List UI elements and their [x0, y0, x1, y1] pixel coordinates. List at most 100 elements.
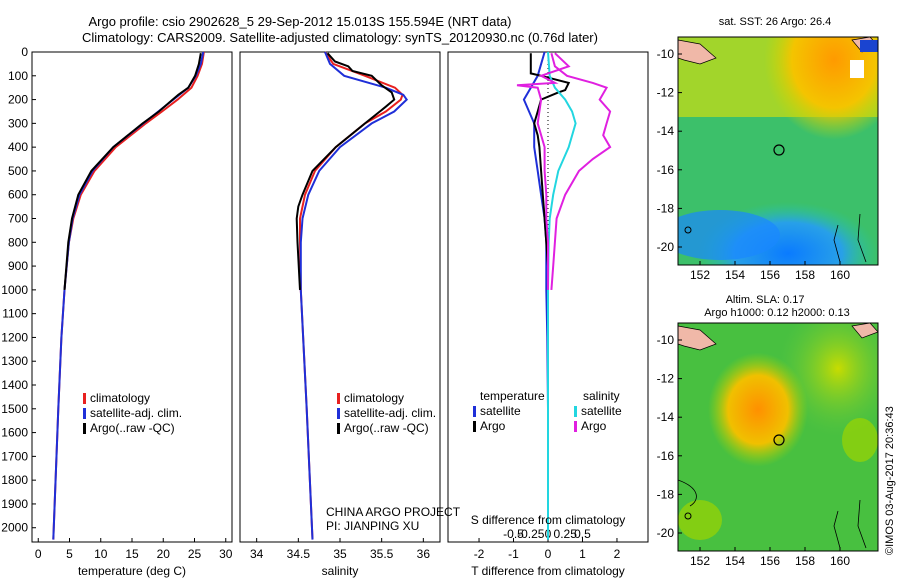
sst-contour	[833, 213, 867, 263]
diff-legend-swatch-t-satellite	[473, 406, 476, 417]
sla-map-frame	[677, 322, 879, 552]
x-tick-label: 25	[188, 547, 202, 561]
map-x-tick-label: 158	[795, 554, 815, 568]
sal-legend-label-satellite: satellite-adj. clim.	[344, 406, 436, 420]
map-x-tick-label: 154	[725, 554, 745, 568]
s-diff-tick-label: -0.5	[503, 527, 524, 541]
x-tick-label: 35	[333, 547, 347, 561]
depth-tick-label: 1500	[1, 402, 28, 416]
legend-swatch-argo	[83, 423, 86, 434]
x-tick-label: -2	[474, 547, 485, 561]
map-x-tick-label: 158	[795, 268, 815, 282]
map-y-tick-label: -10	[657, 333, 675, 347]
x-tick-label: 10	[94, 547, 108, 561]
sst-cloud-gap	[850, 60, 864, 78]
sla-map-title1: Altim. SLA: 0.17	[726, 294, 805, 306]
s-difference-label: S difference from climatology	[471, 513, 626, 527]
map-y-tick-label: -18	[657, 201, 675, 215]
sla-contour	[678, 479, 867, 549]
salinity-xlabel: salinity	[322, 564, 359, 578]
depth-tick-label: 300	[8, 116, 28, 130]
sst-map: sat. SST: 26 Argo: 26.4 152 154 156 158 160 -…	[657, 16, 879, 282]
x-tick-label: 30	[219, 547, 233, 561]
salinity-panel: 34 34.5 35 35.5 36 salinity climatology sate…	[239, 51, 461, 578]
map-x-tick-label: 152	[690, 268, 710, 282]
x-tick-label: 15	[125, 547, 139, 561]
sst-map-frame	[677, 36, 879, 266]
series-line-s-argo-diff	[516, 52, 571, 290]
map-y-tick-label: -12	[657, 86, 675, 100]
map-y-tick-label: -20	[657, 526, 675, 540]
sst-blue-corner	[860, 40, 878, 52]
sal-legend-swatch-satellite	[337, 408, 340, 419]
x-tick-label: 5	[66, 547, 73, 561]
x-tick-label: -1	[508, 547, 519, 561]
sla-blob-e	[842, 418, 878, 462]
x-tick-label: 36	[417, 547, 431, 561]
depth-tick-label: 1300	[1, 354, 28, 368]
depth-tick-label: 900	[8, 259, 28, 273]
legend-swatch-climatology	[83, 393, 86, 404]
depth-tick-label: 800	[8, 235, 28, 249]
depth-tick-label: 1900	[1, 497, 28, 511]
series-line-satellite-adj-clim-	[299, 51, 409, 540]
diff-legend-s-satellite: satellite	[581, 404, 622, 418]
map-x-tick-label: 154	[725, 268, 745, 282]
series-line-climatology	[52, 51, 205, 540]
diff-legend-t-satellite: satellite	[480, 404, 521, 418]
diff-legend-swatch-t-argo	[473, 421, 476, 432]
sst-cool-blob	[678, 210, 780, 260]
temperature-legend: climatology satellite-adj. clim. Argo(..…	[83, 391, 182, 435]
sla-island-ne	[851, 323, 878, 339]
project-name: CHINA ARGO PROJECT	[326, 505, 461, 519]
depth-tick-label: 1400	[1, 378, 28, 392]
map-y-tick-label: -14	[657, 410, 675, 424]
temperature-axes-frame	[31, 51, 233, 543]
depth-tick-label: 0	[21, 45, 28, 59]
map-x-tick-label: 156	[760, 554, 780, 568]
temperature-xlabel: temperature (deg C)	[78, 564, 186, 578]
map-y-tick-label: -18	[657, 487, 675, 501]
x-tick-label: 2	[614, 547, 621, 561]
map-x-tick-label: 152	[690, 554, 710, 568]
imos-stamp: ©IMOS 03-Aug-2017 20:36:43	[884, 406, 896, 555]
salinity-legend: climatology satellite-adj. clim. Argo(..…	[337, 391, 436, 435]
sal-legend-label-argo: Argo(..raw -QC)	[344, 421, 429, 435]
legend-swatch-satellite	[83, 408, 86, 419]
map-y-tick-label: -20	[657, 240, 675, 254]
x-tick-label: 0	[545, 547, 552, 561]
series-line-t-satellite	[522, 51, 549, 540]
figure-title-line2: Climatology: CARS2009. Satellite-adjuste…	[82, 30, 598, 45]
series-line-climatology	[299, 51, 404, 540]
sla-argo-location-marker	[773, 434, 785, 446]
legend-header-temperature: temperature	[480, 389, 545, 403]
sst-contour-dot	[684, 226, 692, 234]
map-x-tick-label: 160	[830, 268, 850, 282]
series-line-argo-raw-qc-	[295, 52, 396, 290]
series-line-t-argo	[529, 53, 571, 290]
project-pi: PI: JIANPING XU	[326, 519, 419, 533]
depth-tick-label: 1000	[1, 283, 28, 297]
diff-legend-t-argo: Argo	[480, 419, 506, 433]
depth-tick-label: 400	[8, 140, 28, 154]
depth-tick-label: 1600	[1, 426, 28, 440]
depth-tick-label: 1800	[1, 473, 28, 487]
depth-tick-label: 700	[8, 212, 28, 226]
sla-contour-dot	[684, 512, 692, 520]
x-tick-label: 0	[35, 547, 42, 561]
x-tick-label: 34	[250, 547, 264, 561]
sla-map: Altim. SLA: 0.17 Argo h1000: 0.12 h2000:…	[657, 294, 879, 568]
legend-label-climatology: climatology	[90, 391, 150, 405]
map-y-tick-label: -16	[657, 163, 675, 177]
x-tick-label: 1	[579, 547, 586, 561]
legend-label-argo: Argo(..raw -QC)	[90, 421, 175, 435]
island-solomon	[678, 39, 717, 65]
diff-legend-s-argo: Argo	[581, 419, 607, 433]
map-y-tick-label: -12	[657, 372, 675, 386]
series-line-s-satellite	[547, 51, 577, 540]
x-tick-label: 34.5	[287, 547, 311, 561]
s-diff-tick-label: 0.25	[554, 527, 578, 541]
sla-blob-sw	[678, 500, 722, 540]
diff-legend-swatch-s-argo	[574, 421, 577, 432]
